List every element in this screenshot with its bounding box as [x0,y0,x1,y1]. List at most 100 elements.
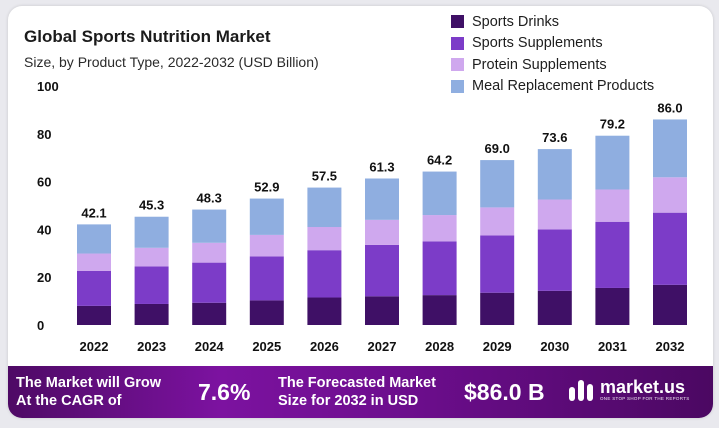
bar-segment-sports-drinks [595,287,630,325]
bar-total-label: 69.0 [485,141,510,156]
bar-total-label: 52.9 [254,180,279,195]
bar-segment-meal-replacement-products [595,135,630,190]
bar-segment-meal-replacement-products [537,149,572,200]
brand-name: market.us [600,377,686,397]
bar-total-label: 45.3 [139,198,164,213]
chart-subtitle: Size, by Product Type, 2022-2032 (USD Bi… [24,54,319,70]
bar-segment-sports-drinks [77,305,111,325]
bar-segment-meal-replacement-products [192,209,227,243]
legend-item-sports-supplements: Sports Supplements [451,33,654,55]
bar-segment-meal-replacement-products [422,171,457,216]
bar-segment-sports-drinks [537,290,572,325]
y-tick-label: 60 [37,175,51,190]
bar-total-label: 64.2 [427,153,452,168]
bar-segment-sports-supplements [595,221,630,288]
bar-total-label: 42.1 [81,205,106,220]
forecast-caption: The Forecasted Market Size for 2032 in U… [278,374,436,410]
footer-banner: The Market will Grow At the CAGR of 7.6%… [8,366,713,418]
legend-label: Sports Supplements [472,35,603,52]
legend-swatch-meal-replacement [451,79,464,93]
bar-segment-sports-supplements [537,229,572,291]
bar-segment-protein-supplements [595,189,630,222]
x-tick-label: 2031 [598,339,627,354]
y-tick-label: 100 [37,79,59,94]
y-tick-label: 0 [37,318,44,333]
bar-segment-sports-supplements [77,270,111,306]
y-tick-label: 80 [37,127,51,142]
bar-segment-sports-drinks [307,297,342,325]
bar-segment-sports-supplements [653,212,687,285]
legend-item-meal-replacement: Meal Replacement Products [451,76,654,98]
bar-segment-meal-replacement-products [307,187,342,228]
bar-segment-protein-supplements [77,253,111,271]
bar-segment-protein-supplements [192,242,227,263]
bar-total-label: 61.3 [369,159,394,174]
bar-total-label: 48.3 [197,191,222,206]
bar-total-label: 73.6 [542,130,567,145]
bar-segment-sports-drinks [249,300,284,325]
x-tick-label: 2029 [483,339,512,354]
x-tick-label: 2027 [368,339,397,354]
legend-swatch-protein-supplements [451,58,464,72]
bar-total-label: 79.2 [600,117,625,132]
cagr-caption-line1: The Market will Grow [16,375,162,391]
bar-segment-sports-supplements [192,262,227,303]
x-tick-label: 2025 [252,339,281,354]
cagr-caption: The Market will Grow At the CAGR of [16,374,161,410]
cagr-value: 7.6% [198,379,251,405]
bar-segment-sports-drinks [365,296,399,325]
legend-swatch-sports-supplements [451,36,464,50]
x-tick-label: 2030 [540,339,569,354]
legend-item-protein-supplements: Protein Supplements [451,54,654,76]
legend-item-sports-drinks: Sports Drinks [451,11,654,33]
bar-segment-sports-drinks [134,303,169,325]
forecast-value: $86.0 B [464,379,545,405]
bar-segment-protein-supplements [422,215,457,242]
bar-segment-meal-replacement-products [77,224,111,254]
bar-segment-meal-replacement-products [249,198,284,235]
x-tick-label: 2026 [310,339,339,354]
bar-segment-sports-drinks [480,292,515,325]
bar-segment-meal-replacement-products [365,178,399,220]
brand-logo[interactable]: market.us ONE STOP SHOP FOR THE REPORTS [568,378,690,402]
x-tick-label: 2022 [80,339,109,354]
x-tick-label: 2028 [425,339,454,354]
bar-segment-sports-supplements [307,250,342,298]
x-tick-label: 2032 [656,339,685,354]
legend-label: Meal Replacement Products [472,78,655,95]
brand-logo-icon [569,380,593,401]
bar-segment-sports-supplements [422,241,457,296]
bar-segment-meal-replacement-products [653,119,687,178]
bar-segment-sports-drinks [653,284,687,325]
stacked-bar-chart: 0 20 40 60 80 100 42.1 2022 45.3 2023 48.3 2024 52.9… [37,79,687,354]
chart-card: Global Sports Nutrition Market Size, by … [8,6,713,418]
bar-segment-meal-replacement-products [134,216,169,248]
legend-label: Protein Supplements [472,56,607,73]
bar-segment-sports-supplements [249,256,284,301]
bar-segment-protein-supplements [537,199,572,230]
brand-text: market.us ONE STOP SHOP FOR THE REPORTS [600,378,690,402]
bar-segment-sports-supplements [134,266,169,304]
chart-title: Global Sports Nutrition Market [24,27,271,46]
bar-total-label: 86.0 [657,100,682,115]
bar-segment-protein-supplements [249,234,284,257]
bar-segment-sports-drinks [192,302,227,325]
legend: Sports Drinks Sports Supplements Protein… [451,11,654,97]
bar-segment-sports-supplements [480,235,515,293]
bar-segment-sports-drinks [422,295,457,325]
brand-tagline: ONE STOP SHOP FOR THE REPORTS [600,396,690,401]
bar-segment-protein-supplements [480,207,515,236]
bar-segment-meal-replacement-products [480,160,515,208]
y-tick-label: 40 [37,222,51,237]
legend-label: Sports Drinks [472,13,560,30]
bar-segment-protein-supplements [307,227,342,251]
cagr-caption-line2: At the CAGR of [16,393,122,409]
y-tick-label: 20 [37,270,51,285]
x-tick-label: 2024 [195,339,225,354]
x-tick-label: 2023 [137,339,166,354]
bar-segment-protein-supplements [134,247,169,267]
bar-segment-protein-supplements [653,177,687,213]
legend-swatch-sports-drinks [451,15,464,29]
bar-segment-sports-supplements [365,244,399,297]
bar-total-label: 57.5 [312,169,337,184]
